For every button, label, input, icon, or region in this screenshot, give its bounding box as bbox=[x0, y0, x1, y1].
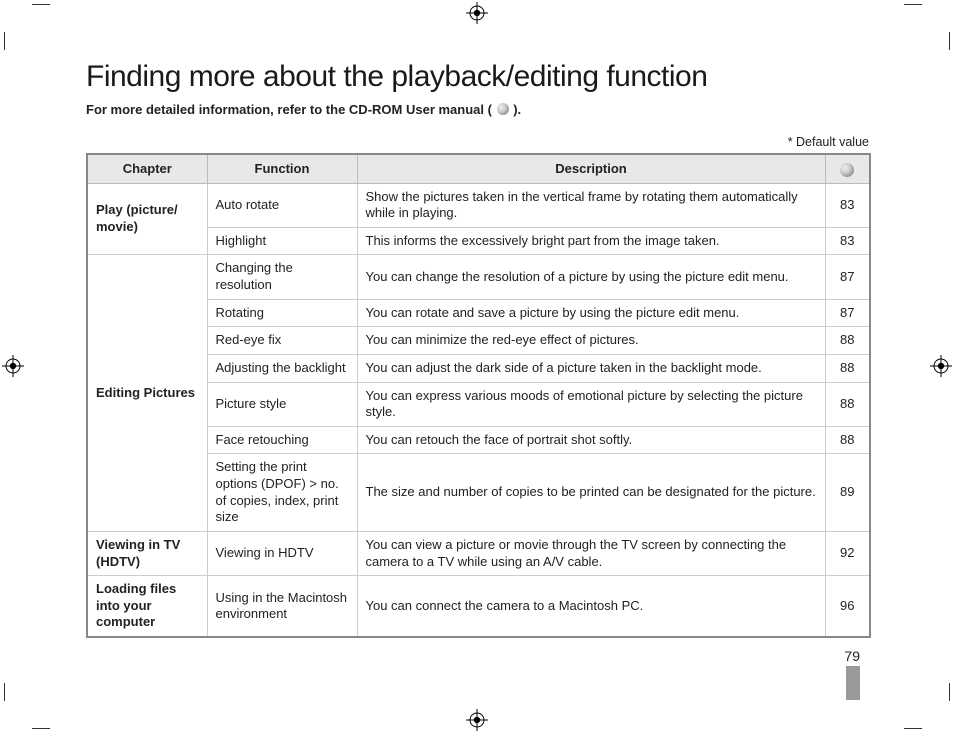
crop-mark-bottom-left bbox=[4, 701, 32, 729]
registration-mark-bottom-icon bbox=[466, 709, 488, 731]
table-row: Play (picture/ movie)Auto rotateShow the… bbox=[87, 183, 870, 227]
subtitle: For more detailed information, refer to … bbox=[86, 102, 871, 117]
subtitle-text-prefix: For more detailed information, refer to … bbox=[86, 102, 492, 117]
chapter-cell: Viewing in TV (HDTV) bbox=[87, 531, 207, 575]
page-cell: 88 bbox=[825, 354, 870, 382]
table-row: Loading files into your computerUsing in… bbox=[87, 576, 870, 637]
function-cell: Using in the Macintosh environment bbox=[207, 576, 357, 637]
function-cell: Picture style bbox=[207, 382, 357, 426]
description-cell: The size and number of copies to be prin… bbox=[357, 454, 825, 532]
reference-table-body: Play (picture/ movie)Auto rotateShow the… bbox=[87, 183, 870, 637]
page-cell: 92 bbox=[825, 531, 870, 575]
crop-mark-top-right bbox=[922, 4, 950, 32]
table-header-row: Chapter Function Description bbox=[87, 154, 870, 183]
registration-mark-left-icon bbox=[2, 355, 24, 377]
reference-table: Chapter Function Description Play (pictu… bbox=[86, 153, 871, 638]
col-header-chapter: Chapter bbox=[87, 154, 207, 183]
crop-mark-bottom-right bbox=[922, 701, 950, 729]
page-cell: 88 bbox=[825, 426, 870, 454]
function-cell: Viewing in HDTV bbox=[207, 531, 357, 575]
function-cell: Auto rotate bbox=[207, 183, 357, 227]
cdrom-disc-icon bbox=[497, 103, 509, 115]
crop-mark-top-left bbox=[4, 4, 32, 32]
description-cell: Show the pictures taken in the vertical … bbox=[357, 183, 825, 227]
function-cell: Setting the print options (DPOF) > no. o… bbox=[207, 454, 357, 532]
page-cell: 88 bbox=[825, 382, 870, 426]
chapter-cell: Editing Pictures bbox=[87, 255, 207, 532]
description-cell: You can view a picture or movie through … bbox=[357, 531, 825, 575]
col-header-function: Function bbox=[207, 154, 357, 183]
page-cell: 88 bbox=[825, 327, 870, 355]
page-cell: 96 bbox=[825, 576, 870, 637]
page-content: Finding more about the playback/editing … bbox=[86, 60, 871, 638]
chapter-cell: Loading files into your computer bbox=[87, 576, 207, 637]
default-value-note: * Default value bbox=[86, 135, 869, 149]
function-cell: Rotating bbox=[207, 299, 357, 327]
col-header-page-icon bbox=[825, 154, 870, 183]
description-cell: You can express various moods of emotion… bbox=[357, 382, 825, 426]
subtitle-text-suffix: ). bbox=[513, 102, 521, 117]
function-cell: Red-eye fix bbox=[207, 327, 357, 355]
section-thumb-tab bbox=[846, 666, 860, 700]
page-cell: 83 bbox=[825, 183, 870, 227]
col-header-description: Description bbox=[357, 154, 825, 183]
table-row: Editing PicturesChanging the resolutionY… bbox=[87, 255, 870, 299]
page-number: 79 bbox=[844, 648, 860, 664]
description-cell: You can rotate and save a picture by usi… bbox=[357, 299, 825, 327]
description-cell: You can retouch the face of portrait sho… bbox=[357, 426, 825, 454]
page-title: Finding more about the playback/editing … bbox=[86, 60, 871, 94]
page-cell: 87 bbox=[825, 299, 870, 327]
description-cell: You can change the resolution of a pictu… bbox=[357, 255, 825, 299]
function-cell: Face retouching bbox=[207, 426, 357, 454]
table-row: Viewing in TV (HDTV)Viewing in HDTVYou c… bbox=[87, 531, 870, 575]
function-cell: Highlight bbox=[207, 227, 357, 255]
chapter-cell: Play (picture/ movie) bbox=[87, 183, 207, 255]
page-cell: 87 bbox=[825, 255, 870, 299]
disc-icon bbox=[840, 163, 854, 177]
page-cell: 83 bbox=[825, 227, 870, 255]
registration-mark-right-icon bbox=[930, 355, 952, 377]
function-cell: Changing the resolution bbox=[207, 255, 357, 299]
page-cell: 89 bbox=[825, 454, 870, 532]
registration-mark-top-icon bbox=[466, 2, 488, 24]
description-cell: This informs the excessively bright part… bbox=[357, 227, 825, 255]
function-cell: Adjusting the backlight bbox=[207, 354, 357, 382]
description-cell: You can minimize the red-eye effect of p… bbox=[357, 327, 825, 355]
description-cell: You can adjust the dark side of a pictur… bbox=[357, 354, 825, 382]
description-cell: You can connect the camera to a Macintos… bbox=[357, 576, 825, 637]
